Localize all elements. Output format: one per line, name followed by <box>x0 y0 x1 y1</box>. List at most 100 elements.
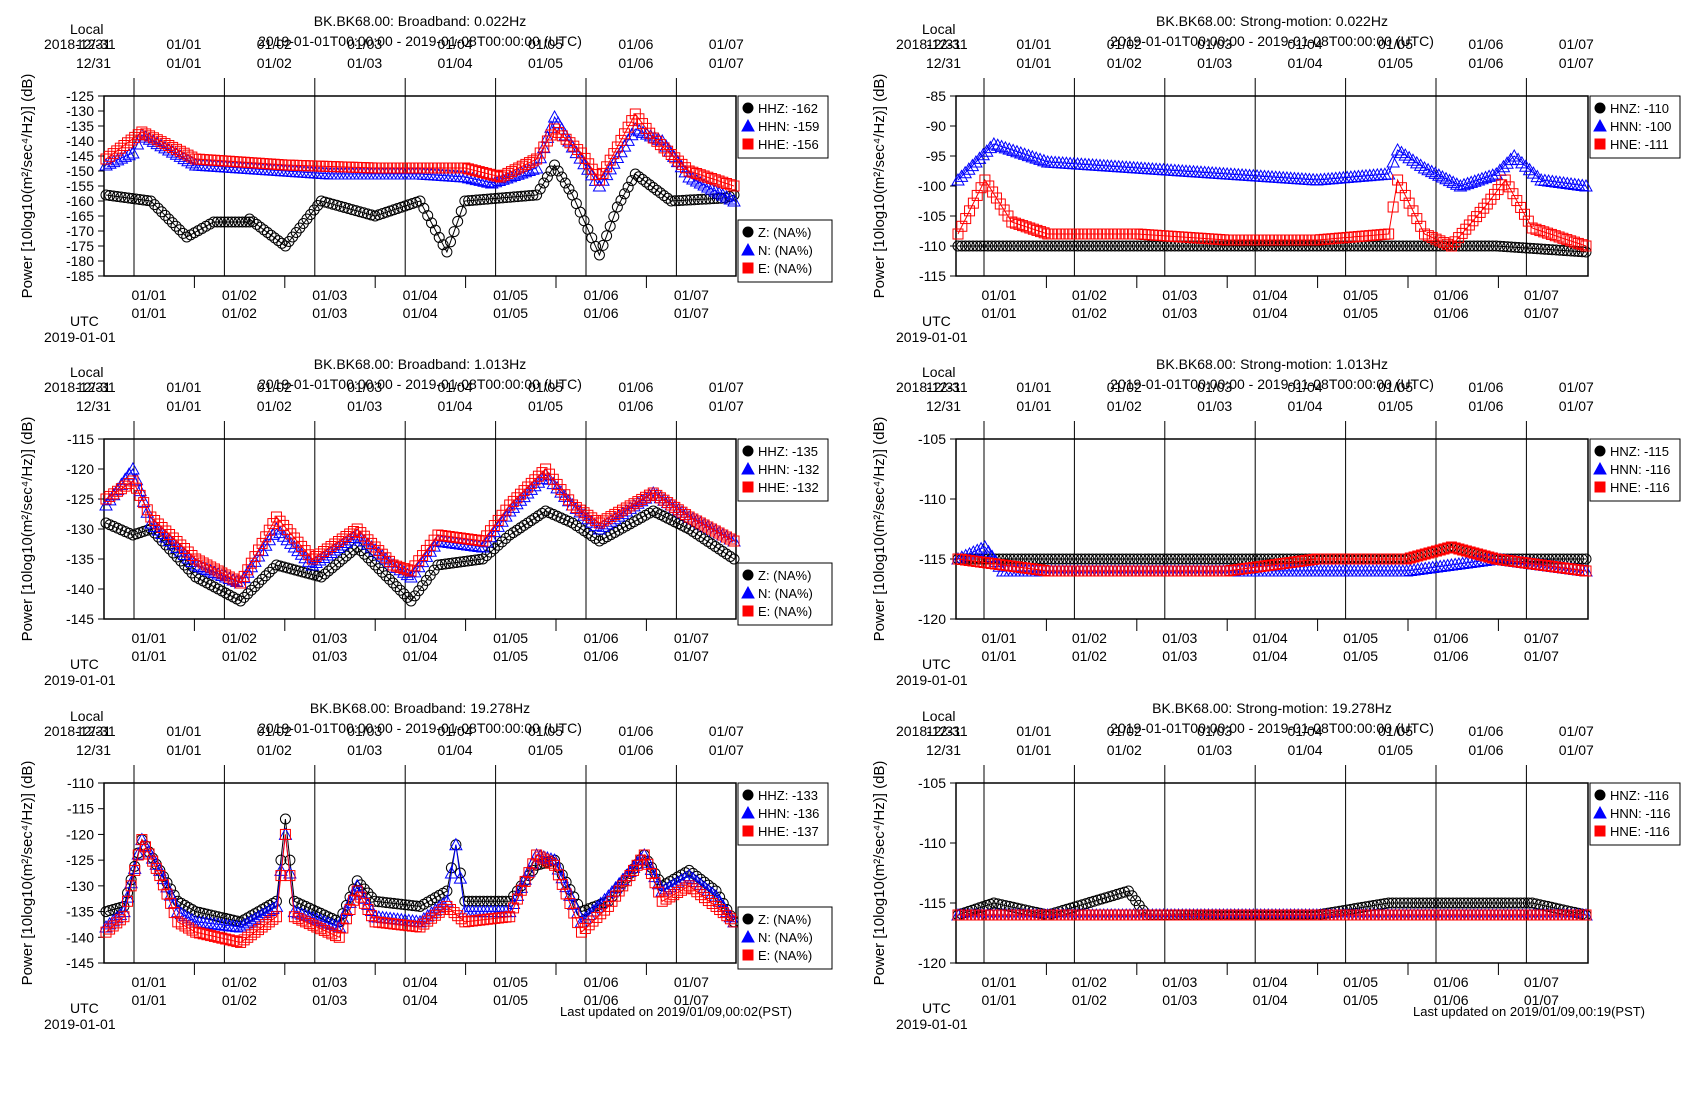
coverage-entry: Z: (NA%) <box>758 225 811 240</box>
legend-marker-N <box>741 461 755 475</box>
data-point-HNN <box>1413 158 1428 171</box>
data-point-HHZ <box>392 898 404 910</box>
data-point-HNE <box>1478 202 1490 214</box>
chart-panel-6: BK.BK68.00: Strong-motion: 19.278Hz 2019-… <box>871 700 1681 1032</box>
data-point-HHZ <box>148 199 160 211</box>
data-point-HHZ <box>245 584 257 596</box>
data-point-HHE <box>575 926 587 938</box>
bottom-tick-label-row1: 01/02 <box>222 287 257 303</box>
bottom-tick-label-row1: 01/06 <box>583 974 618 990</box>
data-point-HHE <box>398 563 410 575</box>
top-tick-label-row2: 01/02 <box>257 742 292 758</box>
data-point-HHZ <box>233 216 245 228</box>
data-point-HNE <box>1419 228 1431 240</box>
data-point-HHZ <box>593 249 605 261</box>
top-tick-label-row2: 01/04 <box>1288 55 1323 71</box>
data-point-HNZ <box>1195 240 1207 252</box>
data-point-HHE <box>157 879 169 891</box>
data-point-HHE <box>212 565 224 577</box>
data-point-HHN <box>393 562 408 576</box>
y-tick-label: -150 <box>66 163 94 179</box>
data-point-HNZ <box>1479 240 1491 252</box>
data-point-HNZ <box>1531 243 1543 255</box>
top-tick-label-row2: 01/01 <box>166 398 201 414</box>
y-tick-label: -145 <box>66 955 94 971</box>
local-label: Local <box>922 708 955 724</box>
data-point-HHE <box>344 904 356 916</box>
local-label: Local <box>70 364 103 380</box>
data-point-HNZ <box>1402 897 1414 909</box>
data-point-HNZ <box>1386 240 1398 252</box>
data-point-HNZ <box>1550 553 1562 565</box>
top-tick-label-row1: 01/07 <box>1559 379 1594 395</box>
data-point-HNZ <box>1199 240 1211 252</box>
top-tick-label-row1: 01/06 <box>618 723 653 739</box>
top-tick-label-row2: 01/06 <box>618 398 653 414</box>
data-point-HNZ <box>1202 240 1214 252</box>
data-point-HHE <box>622 121 634 133</box>
utc-label: UTC <box>922 656 951 672</box>
data-point-HHE <box>522 481 534 493</box>
data-point-HHE <box>140 128 152 140</box>
data-point-HNZ <box>1259 240 1271 252</box>
data-point-HNE <box>1580 565 1592 577</box>
coverage-marker-Z <box>742 226 754 238</box>
data-point-HHN <box>518 872 532 885</box>
data-point-HNN <box>961 162 976 175</box>
y-axis-label: Power [10log10(m²/sec⁴/Hz)] (dB) <box>871 417 888 642</box>
data-point-HHZ <box>263 566 275 578</box>
data-point-HHE <box>687 166 699 178</box>
data-point-HHZ <box>174 224 186 236</box>
top-tick-label-row1: 01/05 <box>1378 36 1413 52</box>
data-point-HHE <box>595 908 607 920</box>
data-point-HNE <box>1522 215 1534 227</box>
data-point-HHE <box>426 912 438 924</box>
data-point-HNE <box>998 204 1010 216</box>
bottom-tick-label-row1: 01/07 <box>1524 630 1559 646</box>
data-point-HHE <box>694 169 706 181</box>
legend-entry: HNN: -116 <box>1610 462 1670 477</box>
data-point-HNN <box>1442 173 1457 187</box>
data-point-HNZ <box>1251 240 1263 252</box>
top-tick-label-row2: 12/31 <box>926 55 961 71</box>
data-point-HHE <box>186 924 198 936</box>
data-point-HHZ <box>466 555 478 566</box>
data-point-HNZ <box>1428 897 1440 909</box>
data-point-HHE <box>541 855 553 867</box>
data-point-HHE <box>433 906 445 918</box>
utc-label: UTC <box>70 1000 99 1016</box>
top-tick-label-row2: 01/03 <box>1197 55 1232 71</box>
data-point-HNE <box>1412 550 1424 562</box>
data-point-HHZ <box>220 912 232 924</box>
data-point-HHE <box>151 134 163 146</box>
top-tick-label-row2: 01/05 <box>528 398 563 414</box>
utc-label: UTC <box>922 1000 951 1016</box>
data-point-HHE <box>132 849 144 861</box>
data-point-HNZ <box>1378 240 1390 252</box>
top-tick-label-row2: 12/31 <box>76 742 111 758</box>
data-point-HNN <box>1449 177 1464 190</box>
coverage-entry: N: (NA%) <box>758 586 813 601</box>
local-label: Local <box>70 708 103 724</box>
data-point-HHE <box>531 153 543 165</box>
data-point-HHZ <box>394 584 406 596</box>
data-point-HHE <box>452 910 464 922</box>
data-point-HHZ <box>437 239 449 251</box>
data-point-HHZ <box>488 543 500 555</box>
data-point-HNZ <box>1520 242 1532 254</box>
data-point-HNZ <box>963 240 975 252</box>
data-point-HHZ <box>355 879 367 891</box>
data-point-HHN <box>697 177 711 191</box>
series-HNE <box>952 541 1592 577</box>
coverage-marker-Z <box>742 913 754 925</box>
utc-date: 2019-01-01 <box>896 672 968 688</box>
coverage-marker-E <box>742 605 754 617</box>
data-point-HNN <box>1037 153 1051 167</box>
y-tick-label: -105 <box>918 431 946 447</box>
data-point-HNZ <box>1477 897 1489 909</box>
data-point-HNZ <box>1413 897 1425 909</box>
data-point-HNN <box>1402 150 1416 164</box>
data-point-HNN <box>1579 178 1593 192</box>
y-tick-label: -130 <box>66 878 94 894</box>
y-tick-label: -165 <box>66 208 94 224</box>
